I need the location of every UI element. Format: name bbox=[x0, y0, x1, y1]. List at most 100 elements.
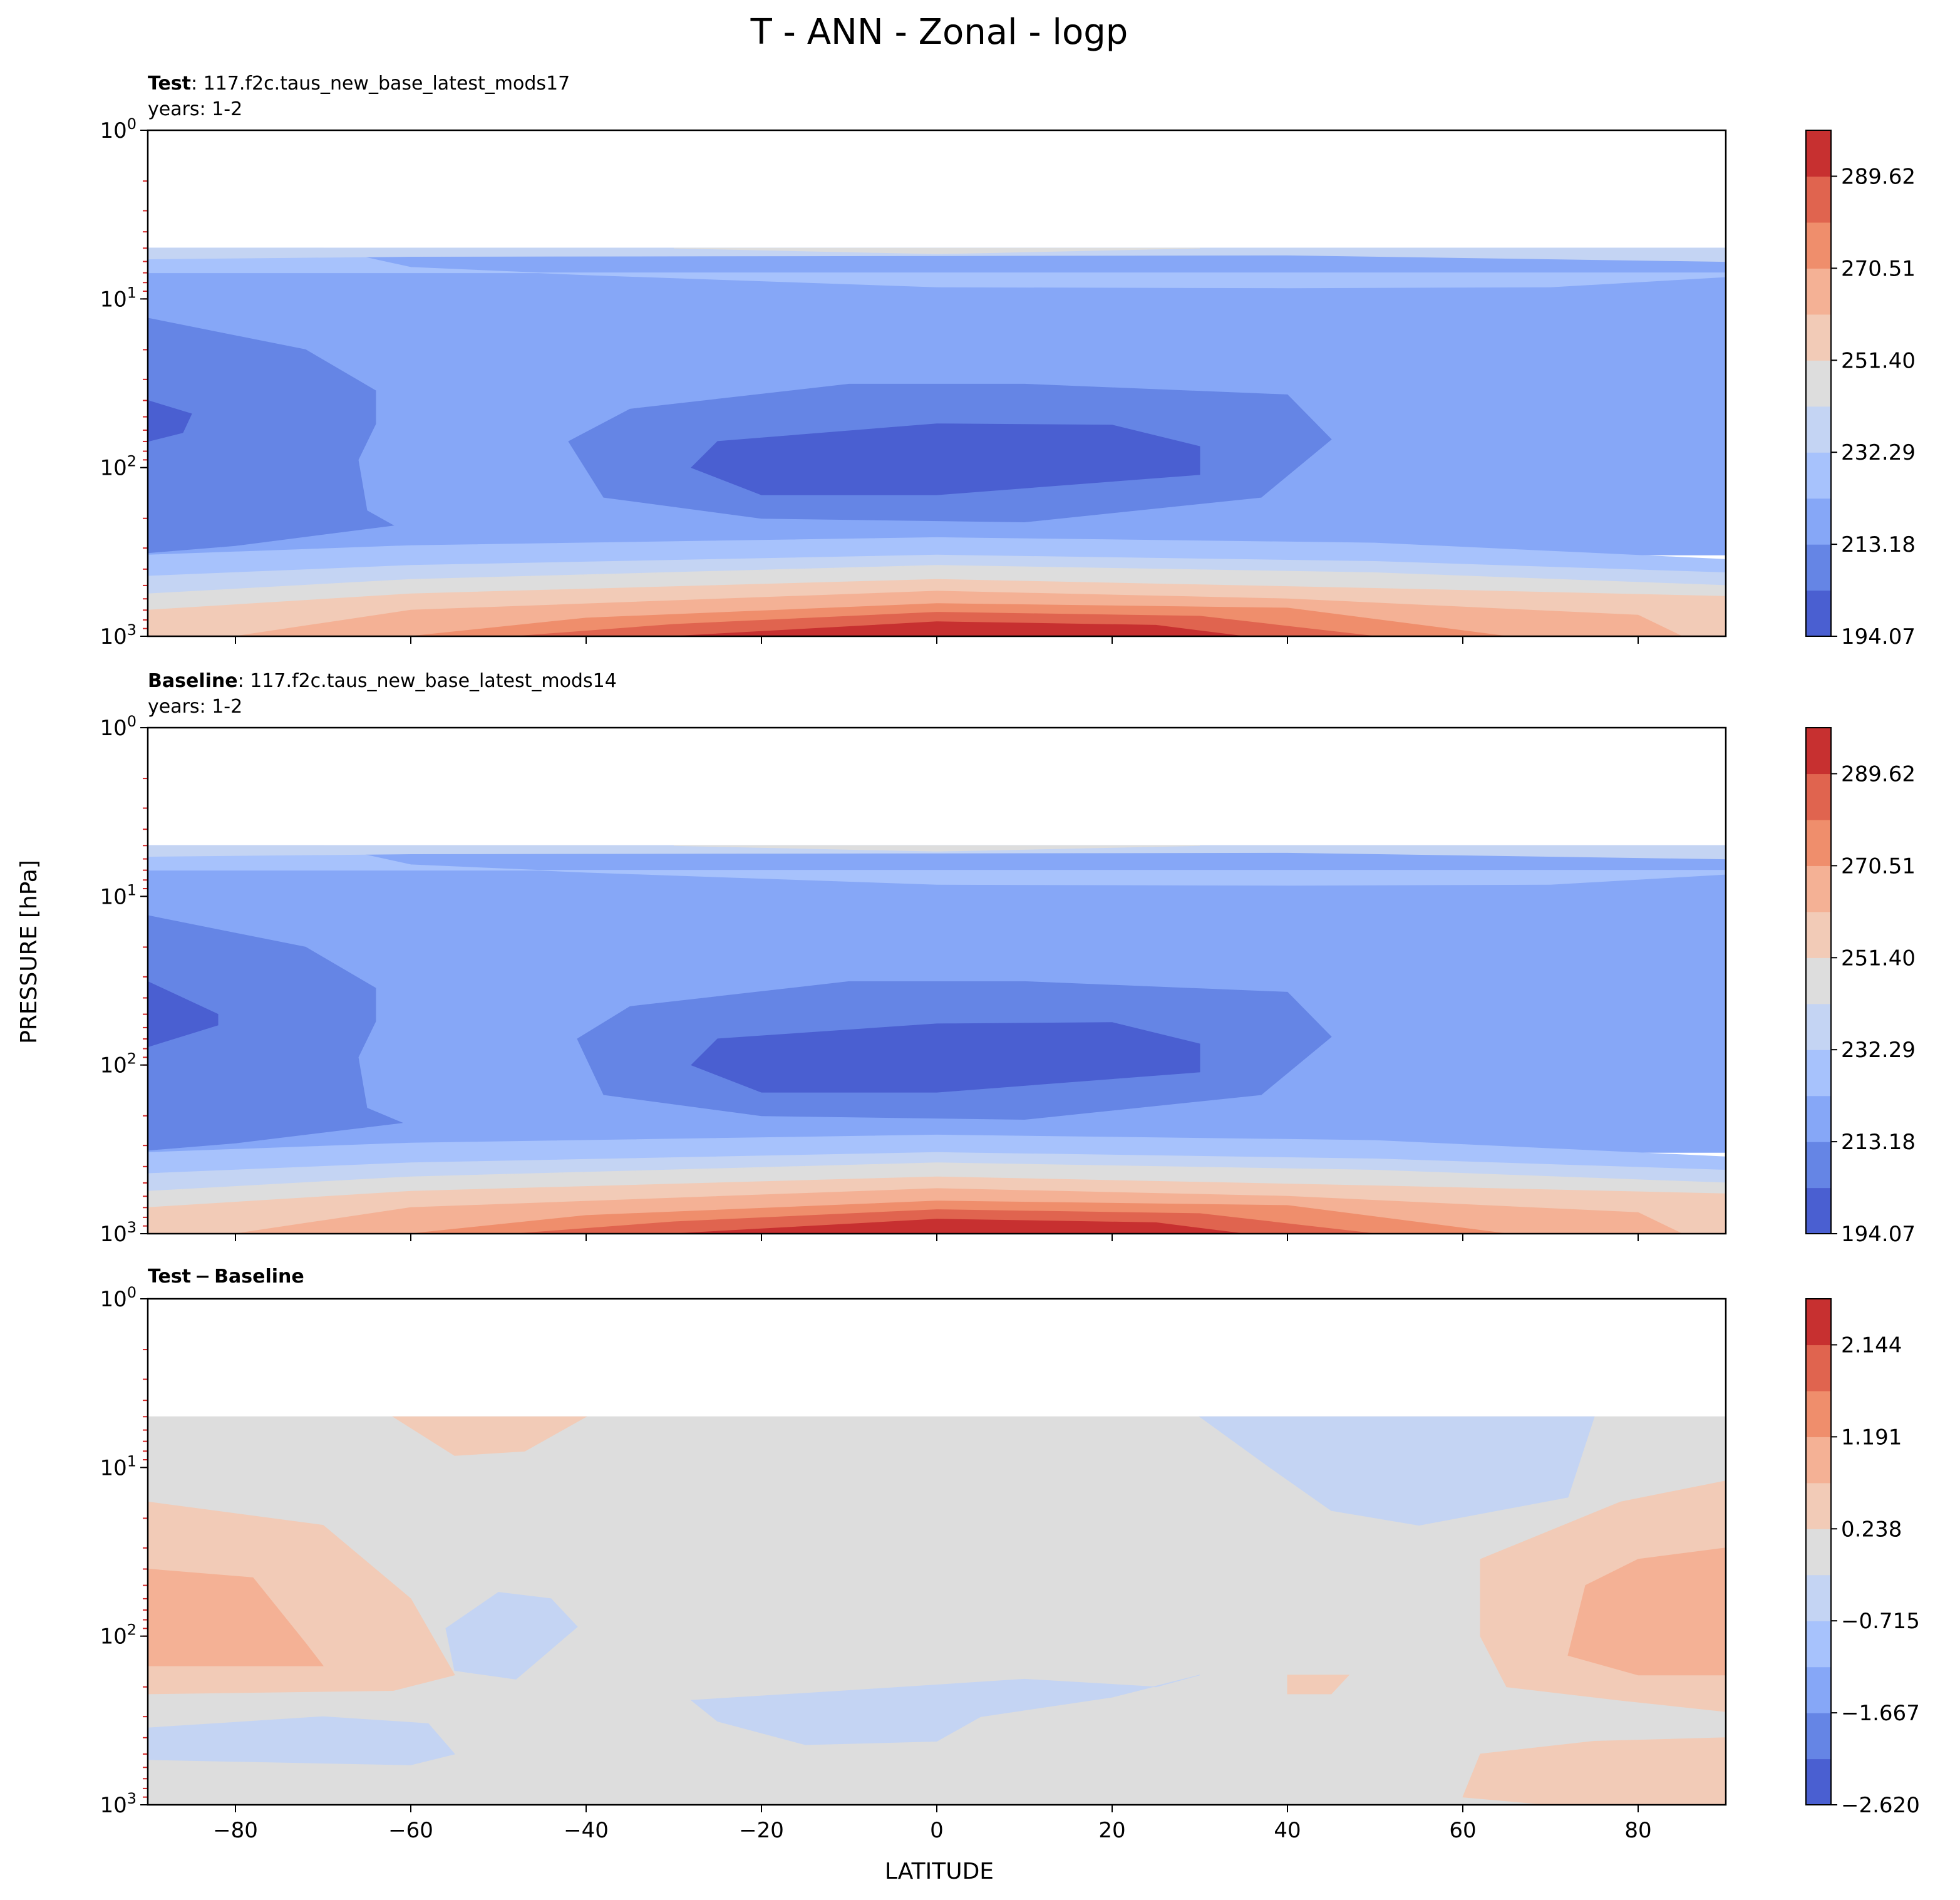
test-y-tick-exp: 1 bbox=[127, 284, 137, 301]
diff-colorbar-frame bbox=[1805, 1298, 1832, 1805]
diff-colorbar-band bbox=[1806, 1345, 1831, 1391]
test-colorbar-band bbox=[1806, 130, 1831, 177]
baseline-colorbar-band bbox=[1806, 1142, 1831, 1189]
baseline-colorbar-band bbox=[1806, 865, 1831, 912]
diff-contour-field: near zerowarm SH high-latwarmer SHwarm u… bbox=[148, 1416, 1726, 1805]
baseline-colorbar-band bbox=[1806, 728, 1831, 775]
baseline-y-tick-exp: 2 bbox=[127, 1050, 137, 1068]
test-colorbar-tick-label: 289.62 bbox=[1841, 164, 1916, 189]
diff-colorbar-band bbox=[1806, 1574, 1831, 1621]
diff-y-tick-exp: 3 bbox=[127, 1790, 137, 1807]
baseline-colorbar-tick-label: 213.18 bbox=[1841, 1130, 1916, 1155]
diff-x-tick-label: 20 bbox=[1098, 1818, 1125, 1843]
diff-x-tick-label: 0 bbox=[930, 1818, 944, 1843]
baseline-contour-region: T <203 K polar bbox=[148, 981, 219, 1048]
diff-contour-region: cool NH upper bbox=[1199, 1416, 1595, 1526]
test-contour-region: T <203 K tropical bbox=[691, 423, 1200, 495]
baseline-subtitle: years: 1-2 bbox=[148, 696, 242, 718]
test-title-bold: Test bbox=[148, 73, 191, 95]
test-colorbar-tick-label: 232.29 bbox=[1841, 440, 1916, 465]
diff-colorbar-band bbox=[1806, 1713, 1831, 1760]
diff-colorbar-band bbox=[1806, 1482, 1831, 1529]
test-plot-area: T 213-223 K (stratosphere)T 223-232 KT 2… bbox=[100, 115, 1916, 649]
test-contour-field: T 213-223 K (stratosphere)T 223-232 KT 2… bbox=[148, 247, 1726, 636]
diff-x-tick-label: −20 bbox=[739, 1818, 784, 1843]
test-colorbar-band bbox=[1806, 452, 1831, 499]
baseline-panel: Baseline: 117.f2c.taus_new_base_latest_m… bbox=[100, 670, 1916, 1247]
baseline-y-tick-exp: 0 bbox=[127, 713, 137, 730]
diff-colorbar-tick-label: 0.238 bbox=[1841, 1517, 1902, 1542]
diff-contour-region: cool tropical bbox=[690, 1675, 1200, 1745]
test-y-tick-exp: 3 bbox=[127, 621, 137, 639]
baseline-y-tick-exp: 3 bbox=[127, 1219, 137, 1236]
test-colorbar-frame bbox=[1805, 130, 1832, 637]
baseline-colorbar-band bbox=[1806, 958, 1831, 1004]
diff-y-tick-label: 103 bbox=[100, 1790, 137, 1818]
diff-colorbar-band bbox=[1806, 1299, 1831, 1346]
test-colorbar-band bbox=[1806, 406, 1831, 453]
diff-x-tick-label: 40 bbox=[1274, 1818, 1301, 1843]
test-colorbar-tick-label: 194.07 bbox=[1841, 624, 1916, 649]
test-contour-region: T 242-251 K bbox=[673, 247, 1200, 254]
diff-contour-region: cool SH mid bbox=[445, 1592, 578, 1680]
test-y-tick-base: 10 bbox=[100, 456, 126, 481]
baseline-title-run: : 117.f2c.taus_new_base_latest_mods14 bbox=[238, 670, 617, 692]
diff-colorbar-tick-label: −0.715 bbox=[1841, 1609, 1920, 1634]
diff-colorbar-band bbox=[1806, 1437, 1831, 1484]
diff-x-tick-label: −60 bbox=[388, 1818, 433, 1843]
y-axis-label: PRESSURE [hPa] bbox=[16, 860, 42, 1044]
diff-colorbar-band bbox=[1806, 1529, 1831, 1576]
test-contour-region: T 223-232 K bbox=[148, 247, 1726, 289]
test-colorbar-band bbox=[1806, 498, 1831, 545]
test-title: Test: 117.f2c.taus_new_base_latest_mods1… bbox=[148, 73, 570, 95]
x-axis-label: LATITUDE bbox=[885, 1859, 994, 1884]
baseline-contour-region: T 223-232 K bbox=[148, 845, 1726, 886]
diff-contour-region: cool SH lower bbox=[148, 1716, 455, 1765]
diff-contour-region: warm upper SH bbox=[392, 1416, 587, 1456]
diff-y-tick-base: 10 bbox=[100, 1624, 126, 1650]
baseline-y-tick-label: 102 bbox=[100, 1050, 137, 1078]
diff-y-tick-base: 10 bbox=[100, 1287, 126, 1312]
difference-plot-area: near zerowarm SH high-latwarmer SHwarm u… bbox=[100, 1284, 1919, 1843]
diff-colorbar-band bbox=[1806, 1390, 1831, 1437]
baseline-colorbar-band bbox=[1806, 911, 1831, 958]
diff-y-tick-label: 101 bbox=[100, 1452, 137, 1480]
baseline-y-tick-exp: 1 bbox=[127, 881, 137, 899]
baseline-colorbar-tick-label: 194.07 bbox=[1841, 1222, 1916, 1247]
test-colorbar-band bbox=[1806, 176, 1831, 223]
baseline-contour-region: T >290 K bbox=[673, 1219, 1244, 1234]
baseline-colorbar-band bbox=[1806, 1050, 1831, 1097]
test-y-tick-base: 10 bbox=[100, 118, 126, 143]
diff-colorbar-band bbox=[1806, 1621, 1831, 1668]
test-y-tick-base: 10 bbox=[100, 624, 126, 649]
diff-colorbar-tick-label: −2.620 bbox=[1841, 1793, 1920, 1818]
baseline-plot-area: T 213-223 K (stratosphere)T 223-232 KT 2… bbox=[100, 713, 1916, 1247]
test-colorbar-tick-label: 213.18 bbox=[1841, 532, 1916, 557]
difference-title-bold: Test − Baseline bbox=[148, 1266, 304, 1288]
baseline-title-bold: Baseline bbox=[148, 670, 238, 692]
test-y-tick-exp: 2 bbox=[127, 453, 137, 470]
test-contour-region: T >290 K bbox=[673, 621, 1244, 636]
diff-colorbar-band bbox=[1806, 1666, 1831, 1713]
diff-y-tick-base: 10 bbox=[100, 1793, 126, 1818]
baseline-colorbar-frame bbox=[1805, 727, 1832, 1234]
test-y-tick-label: 103 bbox=[100, 621, 137, 649]
baseline-contour-field: T 213-223 K (stratosphere)T 223-232 KT 2… bbox=[148, 845, 1726, 1234]
diff-contour-region: warmer NH bbox=[1567, 1547, 1726, 1676]
baseline-title: Baseline: 117.f2c.taus_new_base_latest_m… bbox=[148, 670, 617, 692]
test-contour-region: T <203 K polar bbox=[148, 400, 192, 442]
diff-x-tick-label: 60 bbox=[1449, 1818, 1476, 1843]
diff-y-tick-exp: 0 bbox=[127, 1284, 137, 1301]
diff-y-tick-label: 100 bbox=[100, 1284, 137, 1312]
diff-y-tick-exp: 2 bbox=[127, 1621, 137, 1639]
baseline-colorbar-band bbox=[1806, 1095, 1831, 1142]
test-y-tick-base: 10 bbox=[100, 287, 126, 312]
test-colorbar-band bbox=[1806, 590, 1831, 637]
baseline-y-tick-base: 10 bbox=[100, 1222, 126, 1247]
baseline-colorbar-tick-label: 270.51 bbox=[1841, 854, 1916, 879]
baseline-colorbar-band bbox=[1806, 1003, 1831, 1050]
diff-y-tick-label: 102 bbox=[100, 1621, 137, 1650]
figure-title: T - ANN - Zonal - logp bbox=[750, 12, 1128, 53]
baseline-colorbar-tick-label: 289.62 bbox=[1841, 762, 1916, 787]
